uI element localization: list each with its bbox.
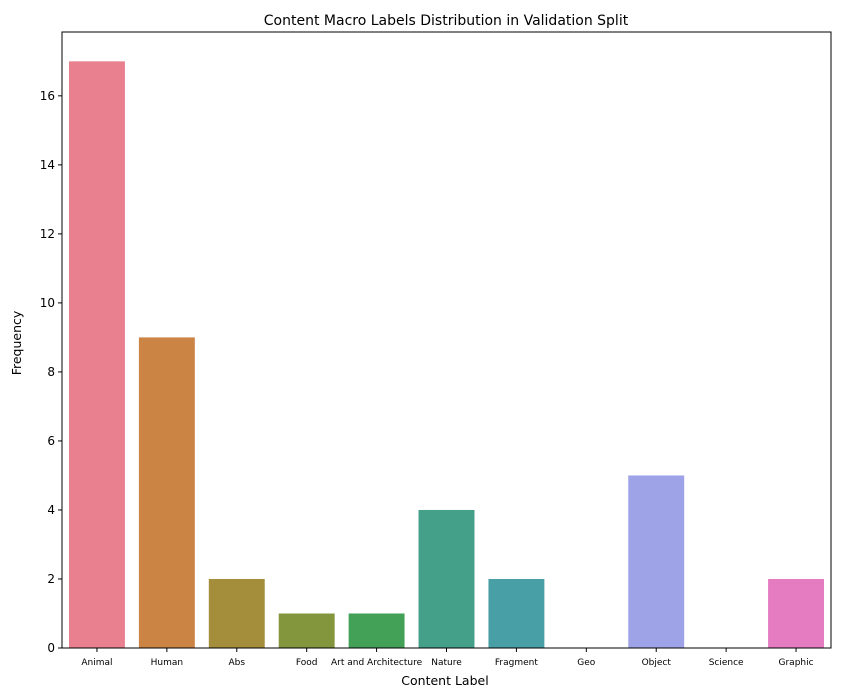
bar-human: [138, 337, 195, 648]
y-tick-label: 12: [40, 227, 55, 241]
y-axis-label: Frequency: [9, 310, 24, 375]
y-tick-label: 14: [40, 158, 55, 172]
x-tick-label: Object: [642, 658, 672, 668]
y-tick-label: 8: [47, 365, 55, 379]
x-tick-label: Nature: [431, 658, 462, 668]
bar-abs: [208, 578, 265, 648]
plot-frame: [61, 31, 832, 649]
x-tick-label: Art and Architecture: [331, 658, 423, 668]
x-ticks-group: Animal Human Abs Food Art and Architecture Na…: [81, 648, 814, 668]
x-tick-label: Animal: [81, 658, 112, 668]
x-tick-label: Geo: [577, 658, 596, 668]
y-tick-label: 6: [47, 434, 55, 448]
x-axis-label: Content Label: [401, 673, 488, 688]
x-tick-label: Abs: [228, 658, 245, 668]
chart-title: Content Macro Labels Distribution in Val…: [264, 13, 629, 29]
y-ticks-group: 0 2 4 6 8 10 12 14 16: [40, 89, 62, 655]
y-tick-label: 16: [40, 89, 55, 103]
bar-food: [278, 613, 335, 648]
x-tick-label: Science: [709, 658, 744, 668]
bar-art-and-architecture: [348, 613, 405, 648]
y-tick-label: 4: [47, 503, 55, 517]
y-tick-label: 10: [40, 296, 55, 310]
x-tick-label: Fragment: [495, 658, 538, 668]
y-tick-label: 2: [47, 572, 55, 586]
y-tick-label: 0: [47, 641, 55, 655]
x-tick-label: Human: [151, 658, 183, 668]
x-tick-label: Food: [296, 658, 318, 668]
bar-fragment: [488, 578, 545, 648]
bar-animal: [68, 61, 125, 649]
x-tick-label: Graphic: [779, 658, 814, 668]
bars-group: [68, 61, 825, 649]
bar-object: [628, 475, 685, 648]
bar-nature: [418, 509, 475, 648]
bar-graphic: [768, 578, 825, 648]
